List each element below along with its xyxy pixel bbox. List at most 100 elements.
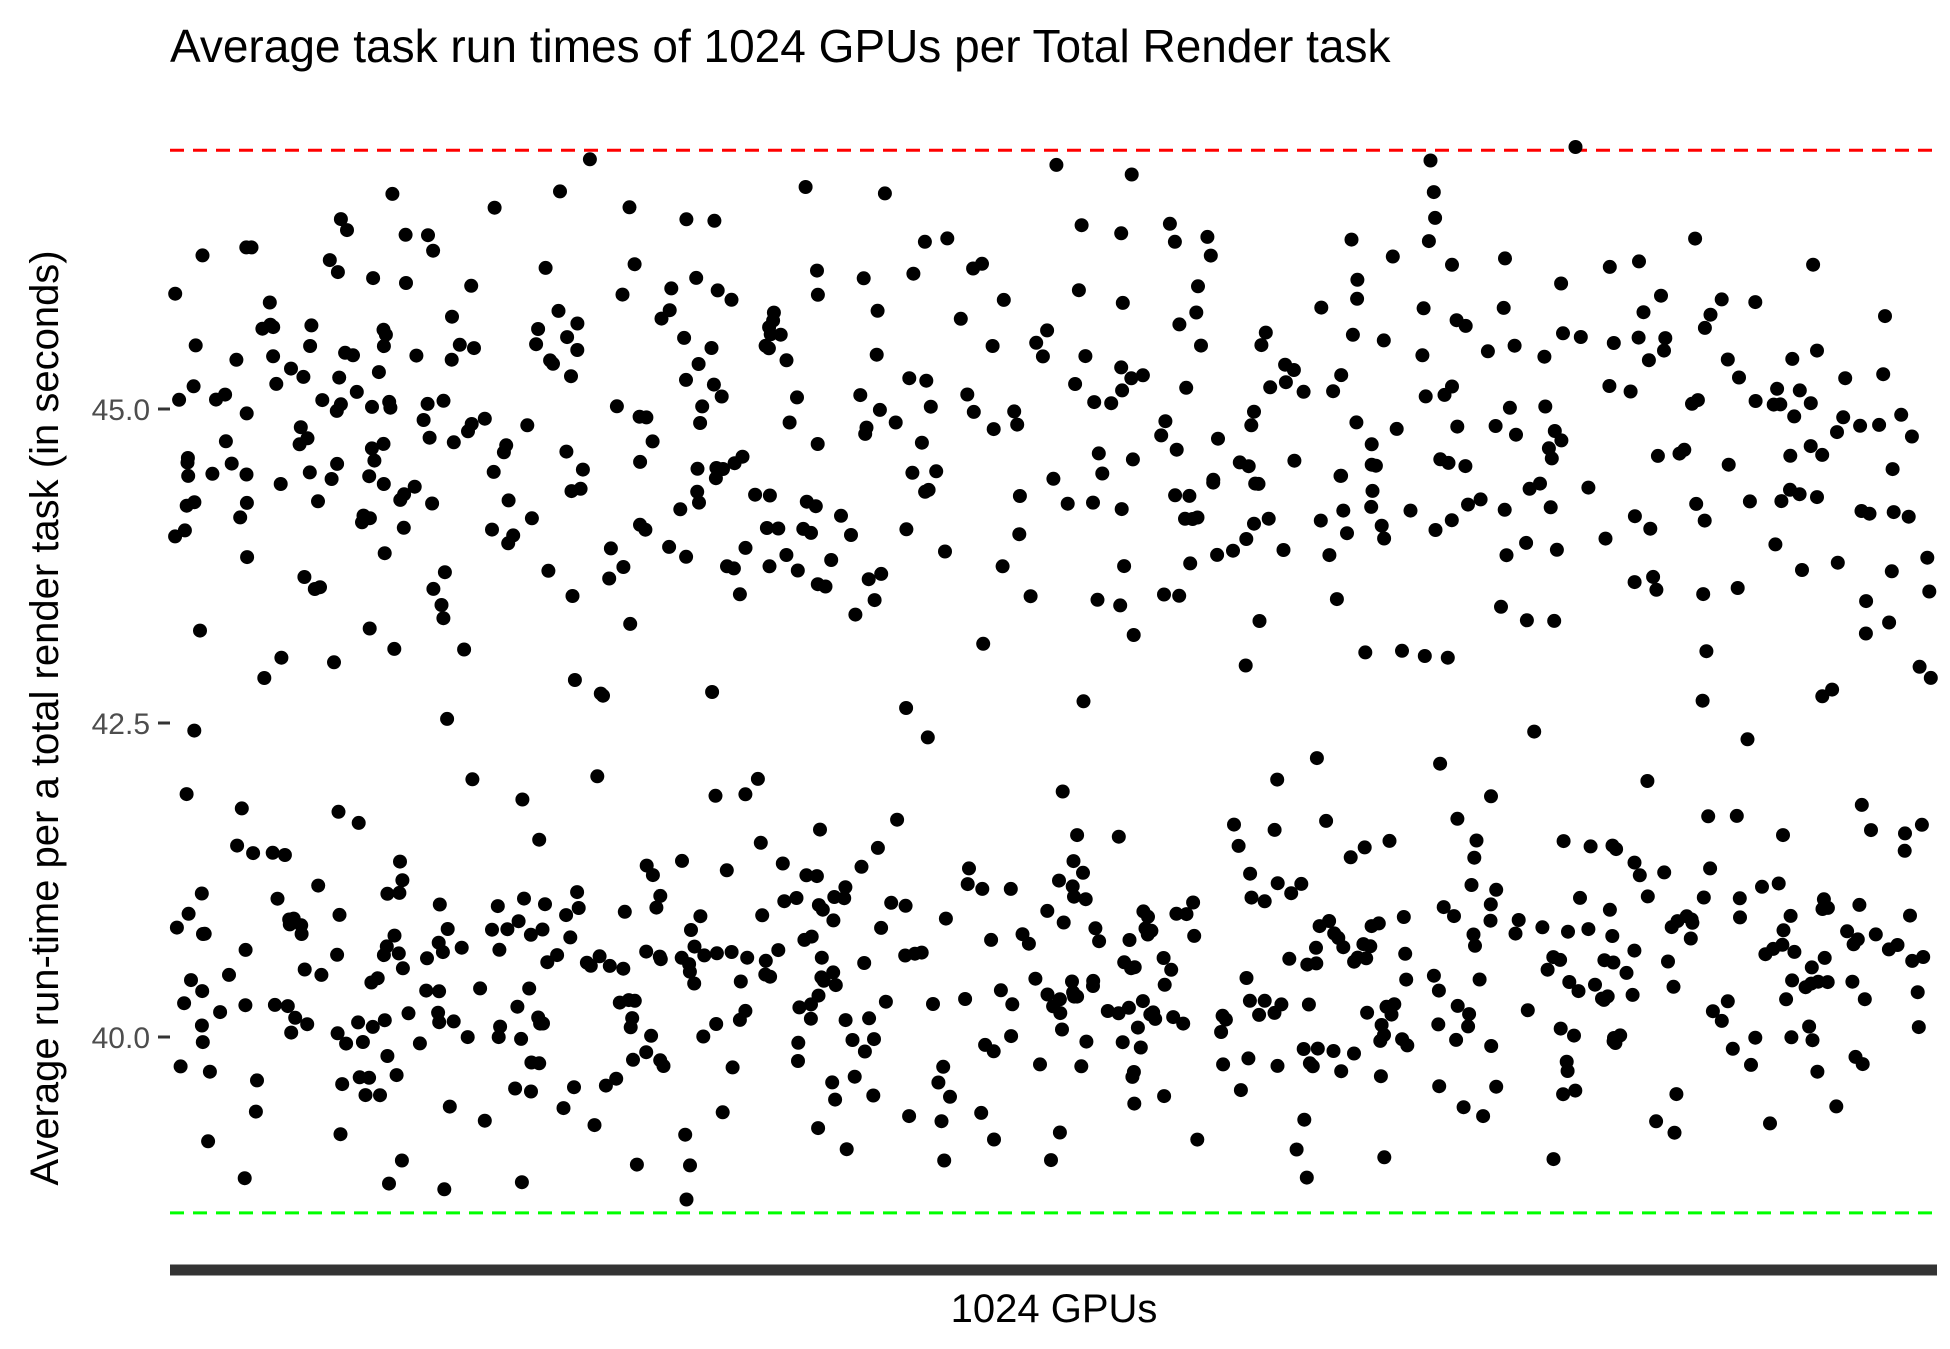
data-point	[839, 1142, 854, 1157]
data-point	[1385, 249, 1400, 264]
data-point	[750, 771, 765, 786]
y-axis-title: Average run-time per a total render task…	[23, 250, 67, 1185]
data-point	[1855, 1057, 1870, 1072]
data-point	[653, 888, 668, 903]
data-point	[244, 240, 259, 255]
data-point	[810, 437, 825, 451]
data-point	[1748, 394, 1763, 408]
data-point	[1377, 1150, 1392, 1165]
data-point	[1462, 1007, 1477, 1022]
data-point	[811, 1121, 826, 1136]
data-point	[1334, 468, 1349, 483]
data-point	[1854, 797, 1869, 812]
data-point	[1162, 216, 1177, 231]
data-point	[798, 180, 813, 194]
data-point	[1641, 353, 1656, 368]
data-point	[679, 549, 694, 564]
data-point	[1449, 313, 1464, 328]
data-point	[1239, 532, 1254, 546]
data-point	[960, 877, 975, 892]
data-point	[1403, 503, 1418, 518]
data-point	[177, 996, 192, 1011]
data-point	[1114, 360, 1129, 375]
data-point	[535, 922, 550, 937]
data-point	[1431, 983, 1446, 998]
data-point	[1270, 772, 1285, 787]
data-point	[239, 467, 254, 482]
data-point	[847, 1069, 862, 1084]
data-point	[409, 348, 424, 363]
data-point	[1421, 234, 1436, 249]
data-point	[758, 953, 773, 968]
data-point	[696, 1029, 711, 1044]
data-point	[340, 223, 354, 238]
data-point	[615, 287, 630, 302]
data-point	[1540, 962, 1555, 977]
data-point	[1074, 218, 1089, 233]
data-point	[445, 309, 459, 324]
data-point	[573, 481, 588, 496]
data-point	[1627, 855, 1642, 870]
data-point	[1349, 415, 1364, 430]
data-point	[773, 327, 788, 342]
data-point	[1070, 989, 1085, 1004]
data-point	[1127, 960, 1142, 975]
data-point	[1549, 542, 1564, 557]
data-point	[1156, 951, 1171, 965]
data-point	[1496, 300, 1511, 315]
data-point	[1468, 938, 1482, 953]
data-point	[1399, 972, 1414, 987]
data-point	[1200, 229, 1215, 244]
data-point	[844, 528, 858, 542]
data-point	[1157, 977, 1172, 992]
data-point	[1309, 940, 1323, 955]
data-point	[1476, 1109, 1491, 1124]
data-point	[421, 228, 435, 243]
data-point	[1211, 431, 1225, 446]
data-point	[169, 920, 184, 935]
data-point	[1803, 439, 1818, 454]
data-point	[1121, 1000, 1136, 1015]
data-point	[587, 1118, 602, 1133]
data-point	[250, 1073, 264, 1088]
data-point	[803, 1011, 818, 1026]
data-point	[664, 281, 679, 296]
data-point	[1483, 913, 1498, 928]
data-point	[1654, 288, 1668, 303]
data-point	[330, 947, 345, 962]
data-point	[627, 993, 642, 1008]
data-point	[314, 967, 329, 982]
data-point	[1166, 1010, 1181, 1025]
data-point	[1806, 257, 1821, 272]
data-point	[902, 371, 917, 386]
data-point	[1169, 442, 1184, 457]
data-point	[616, 560, 631, 574]
data-point	[567, 673, 582, 687]
data-point	[297, 570, 312, 584]
data-point	[1214, 1025, 1229, 1039]
data-point	[327, 655, 341, 670]
data-point	[1658, 331, 1673, 346]
data-point	[1670, 914, 1685, 929]
data-point	[1124, 167, 1139, 182]
data-point	[682, 964, 697, 979]
data-point	[943, 1089, 957, 1104]
data-point	[626, 1052, 640, 1067]
data-point	[1444, 513, 1459, 528]
data-point	[1559, 1054, 1574, 1069]
data-point	[270, 891, 285, 906]
data-point	[1187, 928, 1202, 943]
data-point	[1003, 881, 1018, 896]
data-point	[1326, 384, 1341, 399]
data-point	[1588, 977, 1602, 992]
data-point	[1423, 153, 1438, 168]
data-point	[1480, 344, 1495, 359]
data-point	[1360, 1005, 1375, 1020]
data-point	[355, 1035, 370, 1049]
data-point	[1527, 724, 1542, 739]
data-point	[1252, 1007, 1267, 1022]
data-point	[1450, 419, 1465, 434]
data-point	[385, 186, 400, 201]
data-point	[687, 976, 702, 991]
reference-lines	[170, 148, 1937, 1215]
